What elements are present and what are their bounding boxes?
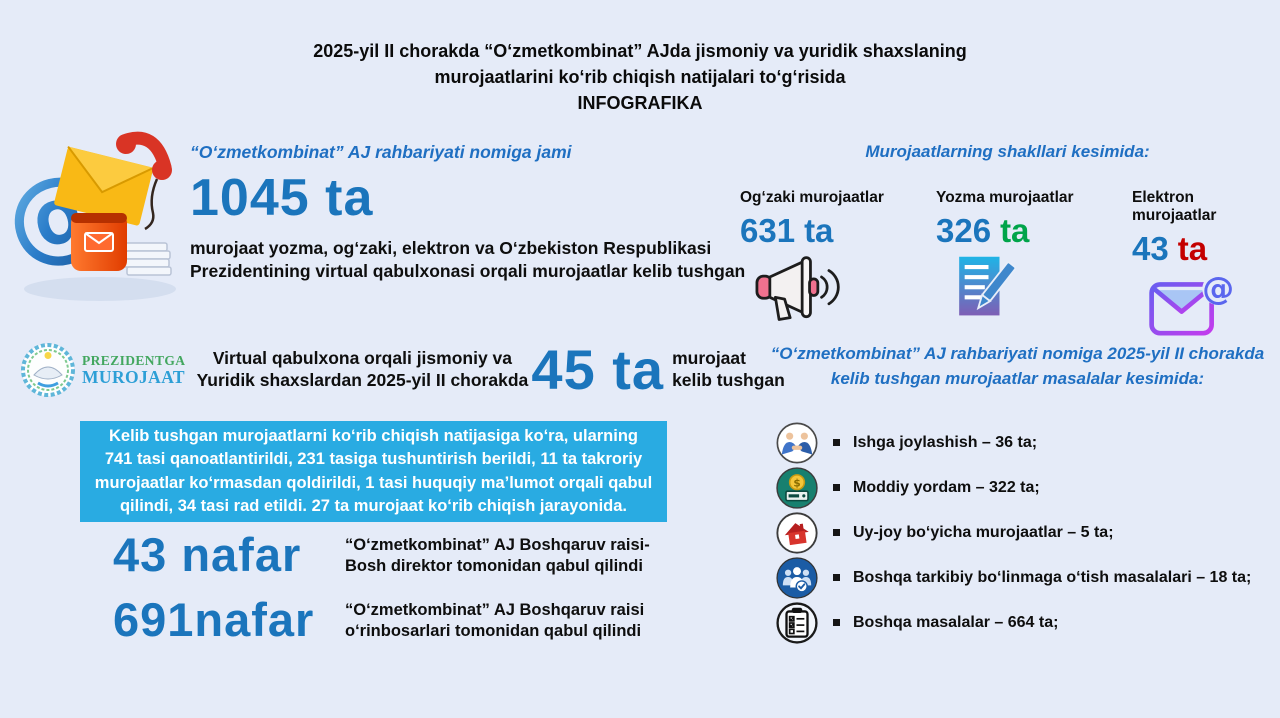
bullet-square: [833, 619, 840, 626]
form-stat-oral: Og‘zaki murojaatlar 631 ta: [740, 189, 936, 346]
virtual-reception-text: Virtual qabulxona orqali jismoniy va Yur…: [196, 348, 529, 390]
form-label: Og‘zaki murojaatlar: [740, 189, 884, 206]
email-at-icon: @: [1146, 269, 1275, 346]
title-line-1: 2025-yil II chorakda “O‘zmetkombinat” AJ…: [313, 41, 967, 61]
reception-text-deputies: “O‘zmetkombinat” AJ Boshqaruv raisi o‘ri…: [345, 601, 645, 641]
virtual-reception-suffix: murojaat kelib tushgan: [672, 348, 785, 390]
appeal-forms-section: Murojaatlarning shakllari kesimida: Og‘z…: [740, 142, 1275, 346]
logo-text-line-2: MUROJAAT: [82, 366, 186, 387]
total-appeals-section: “O‘zmetkombinat” AJ rahbariyati nomiga j…: [190, 142, 770, 283]
svg-text:$: $: [793, 477, 800, 489]
form-count: 43 ta: [1132, 230, 1208, 267]
title-line-2: murojaatlarini ko‘rib chiqish natijalari…: [434, 67, 846, 87]
form-label: Elektron murojaatlar: [1132, 189, 1217, 224]
form-count: 326 ta: [936, 212, 1030, 249]
appeal-forms-heading: Murojaatlarning shakllari kesimida:: [865, 142, 1150, 161]
uzbekistan-emblem-icon: [20, 342, 76, 398]
total-count: 1045 ta: [190, 169, 374, 227]
document-pencil-icon: [950, 253, 1132, 326]
topics-heading: “O‘zmetkombinat” AJ rahbariyati nomiga 2…: [770, 344, 1265, 388]
virtual-reception-count: 45 ta: [531, 337, 665, 401]
virtual-reception-section: PREZIDENTGA MUROJAAT Virtual qabulxona o…: [20, 333, 785, 407]
infographic-title: 2025-yil II chorakda “O‘zmetkombinat” AJ…: [0, 38, 1280, 116]
mail-phone-3d-illustration: @: [0, 126, 183, 308]
list-item: Boshqa tarkibiy bo‘linmaga o‘tish masala…: [776, 555, 1278, 600]
form-stat-electronic: Elektron murojaatlar 43 ta @: [1132, 189, 1275, 346]
list-item: Uy-joy bo‘yicha murojaatlar – 5 ta;: [776, 510, 1278, 555]
bullet-square: [833, 529, 840, 536]
team-transfer-icon: [776, 556, 818, 599]
money-help-icon: $: [776, 466, 818, 509]
topic-label: Boshqa tarkibiy bo‘linmaga o‘tish masala…: [853, 568, 1252, 586]
reception-count-deputies: 691nafar: [113, 593, 315, 646]
total-heading: “O‘zmetkombinat” AJ rahbariyati nomiga j…: [190, 142, 572, 162]
form-count: 631 ta: [740, 212, 834, 249]
megaphone-icon: [754, 253, 936, 330]
handshake-icon: [776, 422, 818, 464]
bullet-square: [833, 484, 840, 491]
bullet-square: [833, 574, 840, 581]
reception-count-director: 43 nafar: [113, 528, 302, 581]
house-icon: [776, 511, 818, 554]
bullet-square: [833, 439, 840, 446]
list-item: Ishga joylashish – 36 ta;: [776, 420, 1278, 465]
checklist-icon: [776, 601, 818, 644]
appeal-forms-grid: Og‘zaki murojaatlar 631 ta: [740, 189, 1275, 346]
presidential-reception-logo: PREZIDENTGA MUROJAAT: [82, 352, 186, 387]
topic-label: Moddiy yordam – 322 ta;: [853, 478, 1040, 496]
svg-text:@: @: [1202, 271, 1234, 307]
reception-text-director: “O‘zmetkombinat” AJ Boshqaruv raisi-Bosh…: [345, 536, 650, 576]
total-description: murojaat yozma, og‘zaki, elektron va O‘z…: [190, 238, 746, 282]
review-results-box: Kelib tushgan murojaatlarni ko‘rib chiqi…: [80, 421, 667, 522]
topics-list: Ishga joylashish – 36 ta; $ Moddiy yorda…: [776, 420, 1278, 645]
title-line-3: INFOGRAFIKA: [577, 93, 703, 113]
topic-label: Ishga joylashish – 36 ta;: [853, 433, 1038, 451]
form-label: Yozma murojaatlar: [936, 189, 1074, 206]
topic-label: Uy-joy bo‘yicha murojaatlar – 5 ta;: [853, 523, 1114, 541]
list-item: $ Moddiy yordam – 322 ta;: [776, 465, 1278, 510]
topic-label: Boshqa masalalar – 664 ta;: [853, 613, 1059, 631]
list-item: Boshqa masalalar – 664 ta;: [776, 600, 1278, 645]
logo-text-line-1: PREZIDENTGA: [82, 352, 186, 368]
review-results-text: Kelib tushgan murojaatlarni ko‘rib chiqi…: [94, 426, 653, 515]
form-stat-written: Yozma murojaatlar 326 ta: [936, 189, 1132, 346]
